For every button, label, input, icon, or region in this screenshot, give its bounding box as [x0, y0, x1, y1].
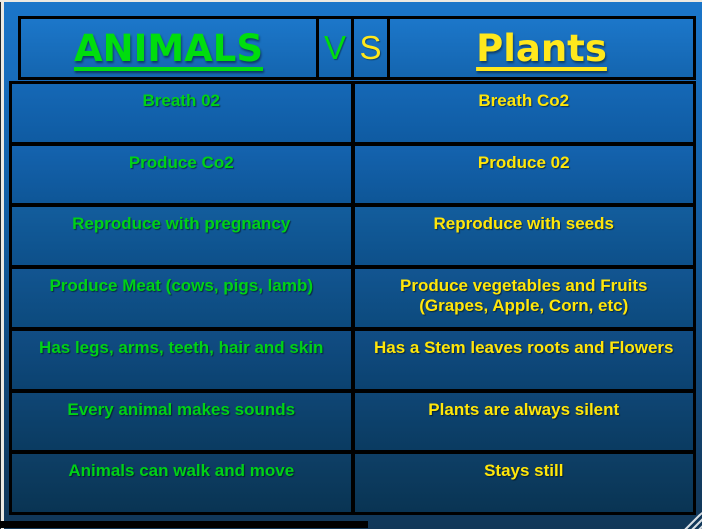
vs-s-cell: S: [351, 16, 390, 80]
comparison-header-row: ANIMALS V S Plants: [18, 16, 696, 80]
table-cell-plants: Produce vegetables and Fruits (Grapes, A…: [354, 269, 693, 327]
table-cell-plants: Produce 02: [354, 145, 693, 204]
bottom-accent-bar: [0, 521, 368, 528]
table-cell-plants: Breath Co2: [354, 84, 693, 142]
table-cell-plants: Reproduce with seeds: [354, 207, 693, 266]
table-cell-animals: Breath 02: [12, 84, 351, 142]
vs-letter-s: S: [359, 29, 382, 66]
table-cell-animals: Animals can walk and move: [12, 454, 351, 512]
table-cell-animals: Has legs, arms, teeth, hair and skin: [12, 330, 351, 389]
window-frame-left: [1, 0, 4, 529]
window-frame-edge: [0, 0, 1, 529]
table-cell-animals: Reproduce with pregnancy: [12, 207, 351, 266]
comparison-table: Breath 02 Breath Co2 Produce Co2 Produce…: [9, 81, 696, 515]
animals-title: ANIMALS: [73, 26, 264, 70]
window-frame-top: [0, 0, 702, 2]
animals-header-cell: ANIMALS: [18, 16, 319, 80]
vs-letter-v: V: [323, 29, 346, 66]
plants-header-cell: Plants: [387, 16, 696, 80]
table-cell-animals: Produce Co2: [12, 145, 351, 204]
plants-title: Plants: [476, 26, 607, 70]
table-cell-plants: Plants are always silent: [354, 392, 693, 451]
table-cell-plants: Stays still: [354, 454, 693, 512]
table-cell-animals: Produce Meat (cows, pigs, lamb): [12, 269, 351, 327]
table-cell-plants: Has a Stem leaves roots and Flowers: [354, 330, 693, 389]
table-cell-animals: Every animal makes sounds: [12, 392, 351, 451]
vs-v-cell: V: [316, 16, 354, 80]
